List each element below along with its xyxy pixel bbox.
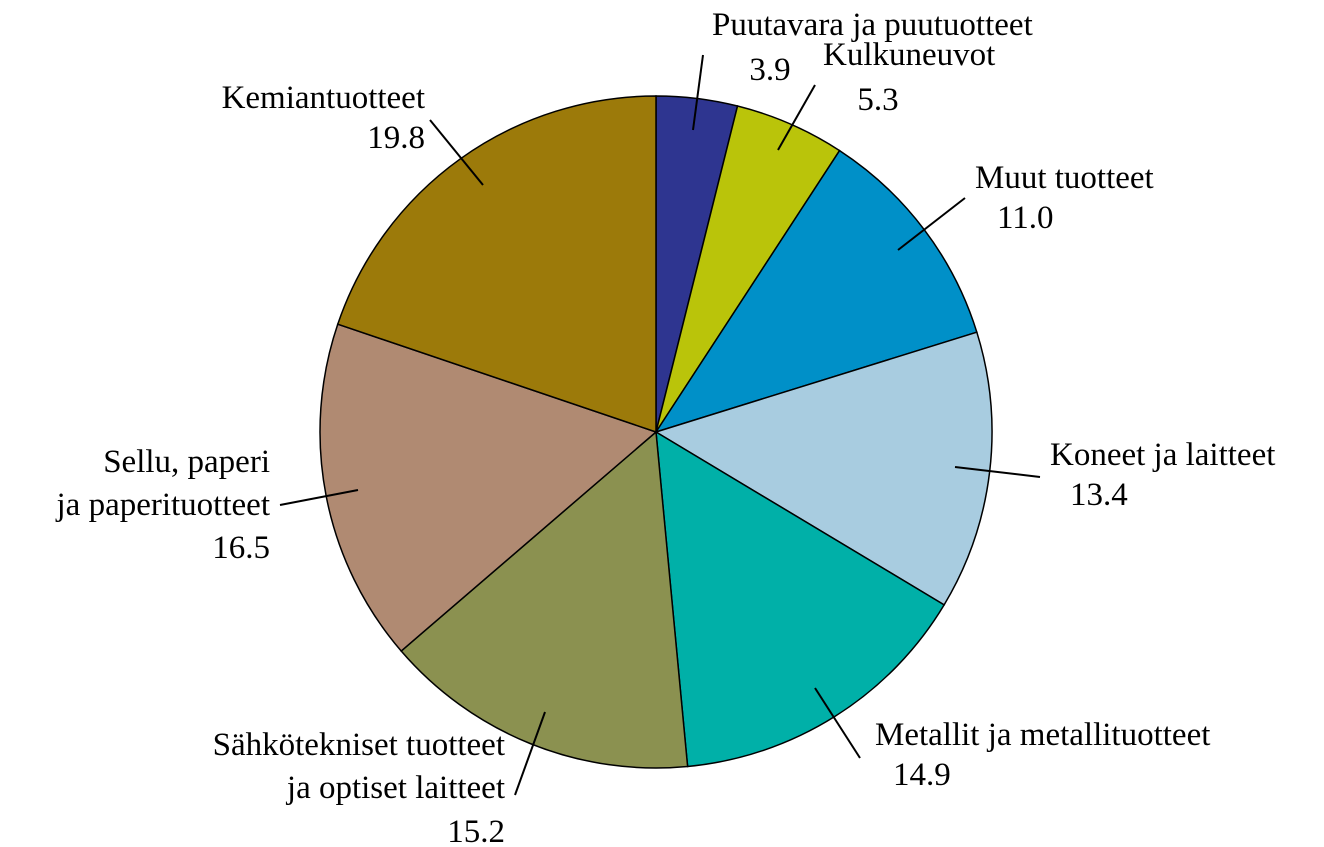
leader-line xyxy=(777,84,816,151)
pie-slice xyxy=(400,430,689,769)
slice-label: Puutavara ja puutuotteet xyxy=(712,7,1033,43)
leader-line xyxy=(954,466,1041,478)
value-label: 5.3 xyxy=(857,82,899,118)
slice-label: Metallit ja metallituotteet xyxy=(875,717,1211,753)
slice-label: Kemiantuotteet xyxy=(221,80,425,116)
slice-label: Muut tuotteet xyxy=(975,160,1154,196)
value-label: 11.0 xyxy=(997,200,1054,236)
slice-label: Koneet ja laitteet xyxy=(1050,437,1276,473)
value-label: 15.2 xyxy=(447,814,505,847)
slice-label: Kulkuneuvot xyxy=(823,37,996,73)
pie-slice xyxy=(655,430,946,768)
leader-line xyxy=(279,489,359,506)
leader-line xyxy=(692,54,704,131)
value-label: 3.9 xyxy=(749,52,791,88)
value-label: 19.8 xyxy=(367,120,425,156)
value-label: 13.4 xyxy=(1070,477,1128,513)
leader-line xyxy=(429,119,484,186)
pie-slice xyxy=(336,95,657,434)
slice-label: Sellu, paperi ja paperituotteet xyxy=(56,444,271,523)
leader-line xyxy=(897,197,966,251)
value-label: 16.5 xyxy=(212,530,270,566)
value-label: 14.9 xyxy=(893,757,951,793)
slice-label: Sähkötekniset tuotteet ja optiset laitte… xyxy=(212,727,505,806)
leader-line xyxy=(814,687,861,759)
leader-line xyxy=(514,711,546,796)
